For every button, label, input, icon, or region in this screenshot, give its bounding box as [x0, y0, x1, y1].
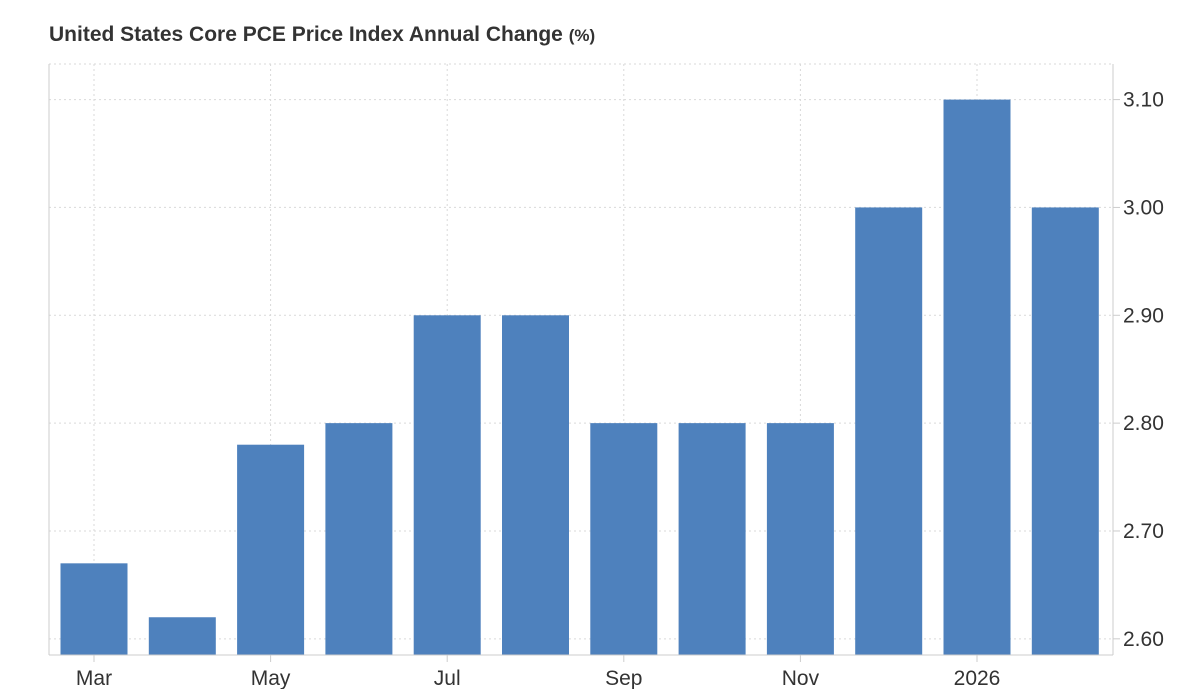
bar-mar[interactable]: Mar: 2.67	[60, 563, 128, 655]
y-tick-label: 2.60	[1123, 628, 1164, 651]
bar-apr[interactable]: Apr: 2.62	[148, 617, 216, 655]
bar-sep[interactable]: Sep: 2.80	[590, 423, 658, 655]
bars-layer: Mar: 2.67 Apr: 2.62 May: 2.78 Jun: 2.80 Jul:…	[60, 99, 1099, 655]
x-tick-label: Nov	[782, 667, 820, 689]
axis-layer	[48, 64, 1120, 662]
y-tick-label: 3.10	[1123, 89, 1164, 112]
labels-layer: 2.60 2.70 2.80 2.90 3.00 3.10 Mar May Jul Sep Nov 2…	[76, 89, 1164, 689]
bar-dec[interactable]: Dec: 3.00	[855, 207, 923, 655]
x-tick-label: May	[251, 667, 291, 689]
bar-feb[interactable]: Feb: 3.00	[1031, 207, 1099, 655]
y-tick-label: 3.00	[1123, 196, 1164, 219]
chart-title: United States Core PCE Price Index Annua…	[49, 23, 595, 47]
x-tick-label: Jul	[434, 667, 461, 689]
bar-may[interactable]: May: 2.78	[237, 444, 305, 655]
bar-oct[interactable]: Oct: 2.80	[678, 423, 746, 655]
y-tick-label: 2.90	[1123, 304, 1164, 327]
x-tick-label: 2026	[954, 667, 1001, 689]
bar-aug[interactable]: Aug: 2.90	[502, 315, 569, 655]
bar-jul[interactable]: Jul: 2.90	[413, 315, 481, 655]
y-tick-label: 2.70	[1123, 520, 1164, 543]
chart-unit-label: (%)	[568, 26, 596, 45]
bar-nov[interactable]: Nov: 2.80	[766, 423, 834, 655]
y-tick-label: 2.80	[1123, 412, 1164, 435]
bar-2026[interactable]: 2026: 3.10	[943, 99, 1011, 655]
chart-title-text: United States Core PCE Price Index Annua…	[49, 23, 563, 46]
x-tick-label: Mar	[76, 667, 112, 689]
x-tick-label: Sep	[605, 667, 642, 689]
bar-jun[interactable]: Jun: 2.80	[325, 423, 393, 655]
